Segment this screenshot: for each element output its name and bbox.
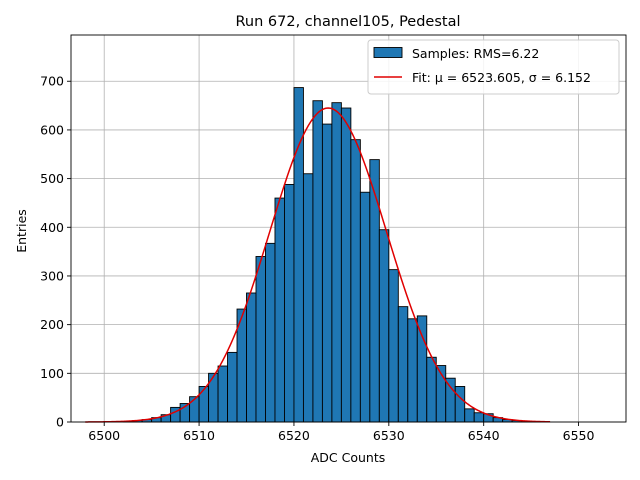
- histogram-bar: [397, 306, 409, 423]
- y-tick-label: 600: [40, 122, 64, 137]
- histogram-bar: [198, 386, 210, 423]
- y-tick-label: 500: [40, 171, 64, 186]
- x-tick-label: 6530: [373, 428, 405, 443]
- legend-samples-label: Samples: RMS=6.22: [412, 46, 539, 61]
- fit-curve-line: [85, 107, 551, 423]
- histogram-bar: [378, 229, 390, 423]
- bars-layer: [122, 87, 542, 423]
- x-tick-label: 6540: [468, 428, 500, 443]
- histogram-bar: [255, 256, 266, 423]
- legend-box: [367, 39, 620, 95]
- histogram-bar: [426, 356, 437, 423]
- x-tick-label: 6500: [88, 428, 120, 443]
- histogram-bar: [302, 173, 314, 423]
- histogram-bar: [464, 408, 475, 423]
- y-tick-label: 0: [56, 415, 64, 430]
- histogram-bar: [189, 396, 200, 423]
- histogram-bar: [274, 197, 285, 423]
- y-axis-ticks: 0 100 200 300 400 500 600 700: [40, 74, 71, 430]
- histogram-bar: [369, 159, 380, 423]
- x-axis-ticks: 6500 6510 6520 6530 6540 6550: [88, 422, 595, 443]
- histogram-bar: [246, 292, 257, 423]
- histogram-bar: [265, 242, 276, 423]
- x-tick-label: 6550: [563, 428, 595, 443]
- legend-samples-swatch: [373, 47, 403, 58]
- y-tick-label: 300: [40, 268, 64, 283]
- y-tick-label: 700: [40, 74, 64, 89]
- histogram-bar: [312, 100, 323, 423]
- y-tick-label: 200: [40, 317, 64, 332]
- x-tick-label: 6520: [278, 428, 310, 443]
- y-tick-label: 400: [40, 220, 64, 235]
- histogram-bar: [284, 183, 295, 423]
- legend-fit-label: Fit: μ = 6523.605, σ = 6.152: [412, 70, 591, 85]
- y-tick-label: 100: [40, 366, 64, 381]
- histogram-bar: [473, 412, 485, 423]
- chart-title: Run 672, channel105, Pedestal: [235, 14, 460, 30]
- histogram-bar: [217, 365, 228, 423]
- histogram-bar: [227, 351, 238, 423]
- histogram-bar: [331, 102, 342, 423]
- plot-frame: [70, 34, 627, 423]
- histogram-bar: [416, 315, 428, 423]
- histogram-bar: [359, 191, 371, 423]
- histogram-bar: [388, 269, 399, 423]
- x-tick-label: 6510: [183, 428, 215, 443]
- histogram-bar: [350, 139, 361, 423]
- histogram-bar: [407, 318, 418, 423]
- histogram-bar: [340, 107, 352, 423]
- y-axis-label: Entries: [14, 209, 29, 253]
- histogram-bar: [454, 386, 466, 423]
- x-axis-label: ADC Counts: [311, 450, 386, 465]
- histogram-bar: [445, 377, 456, 423]
- legend: Samples: RMS=6.22 Fit: μ = 6523.605, σ =…: [367, 39, 620, 95]
- histogram-bar: [321, 123, 333, 423]
